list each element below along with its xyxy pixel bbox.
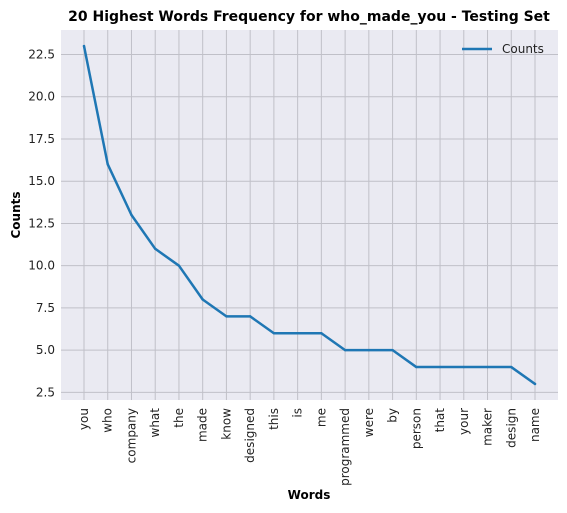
x-tick-label: company xyxy=(124,408,138,463)
x-tick-label: that xyxy=(433,408,447,433)
x-tick-label: what xyxy=(148,408,162,438)
data-point xyxy=(82,44,86,48)
y-tick-label: 22.5 xyxy=(28,47,55,61)
x-tick-label: design xyxy=(504,408,518,448)
data-point xyxy=(248,315,252,318)
x-tick-label: you xyxy=(77,408,91,430)
y-axis-ticks: 2.5 5.0 7.5 10.0 12.5 15.0 17.5 20.0 22.5 xyxy=(28,47,55,399)
data-point xyxy=(533,382,537,386)
data-point xyxy=(486,365,489,369)
x-axis-label: Words xyxy=(288,488,331,502)
x-tick-label: person xyxy=(409,408,423,449)
x-tick-label: designed xyxy=(243,408,257,463)
data-point xyxy=(320,332,323,335)
data-point xyxy=(367,348,371,352)
series-layer xyxy=(82,44,537,386)
data-point xyxy=(343,348,347,352)
data-point xyxy=(225,315,228,318)
y-tick-label: 15.0 xyxy=(28,174,55,188)
data-point xyxy=(415,365,418,369)
x-axis-ticks: you who company what the made know designed this… xyxy=(77,408,542,486)
y-tick-label: 10.0 xyxy=(28,259,55,273)
data-point xyxy=(438,365,442,369)
x-tick-label: maker xyxy=(481,408,495,446)
x-tick-label: who xyxy=(101,408,115,433)
data-point xyxy=(201,298,204,301)
x-tick-label: your xyxy=(457,408,471,435)
chart-title: 20 Highest Words Frequency for who_made_… xyxy=(68,9,550,25)
x-tick-label: were xyxy=(362,408,376,437)
x-tick-label: me xyxy=(314,408,328,427)
data-point xyxy=(154,247,157,250)
y-tick-label: 20.0 xyxy=(28,90,55,104)
x-tick-label: know xyxy=(219,408,233,440)
data-point xyxy=(272,332,276,335)
y-axis-label: Counts xyxy=(9,191,23,238)
data-point xyxy=(106,163,109,166)
x-tick-label: programmed xyxy=(338,408,352,486)
y-tick-label: 2.5 xyxy=(36,385,55,399)
x-tick-label: made xyxy=(196,408,210,442)
data-point xyxy=(510,365,513,369)
data-point xyxy=(296,332,299,335)
x-tick-label: this xyxy=(267,408,281,430)
series-line-counts xyxy=(82,44,537,386)
x-tick-label: is xyxy=(291,408,305,418)
y-tick-label: 7.5 xyxy=(36,301,55,315)
x-tick-label: by xyxy=(386,408,400,423)
data-point xyxy=(130,213,133,217)
y-tick-label: 17.5 xyxy=(28,132,55,146)
grid xyxy=(61,30,558,400)
x-tick-label: name xyxy=(528,408,542,442)
legend-label-counts: Counts xyxy=(502,42,544,56)
plot-area xyxy=(61,30,558,400)
data-point xyxy=(462,365,465,369)
legend: Counts xyxy=(462,42,544,56)
data-point xyxy=(177,264,181,267)
y-tick-label: 5.0 xyxy=(36,343,55,357)
data-point xyxy=(391,348,394,352)
y-tick-label: 12.5 xyxy=(28,216,55,230)
x-tick-label: the xyxy=(172,408,186,428)
